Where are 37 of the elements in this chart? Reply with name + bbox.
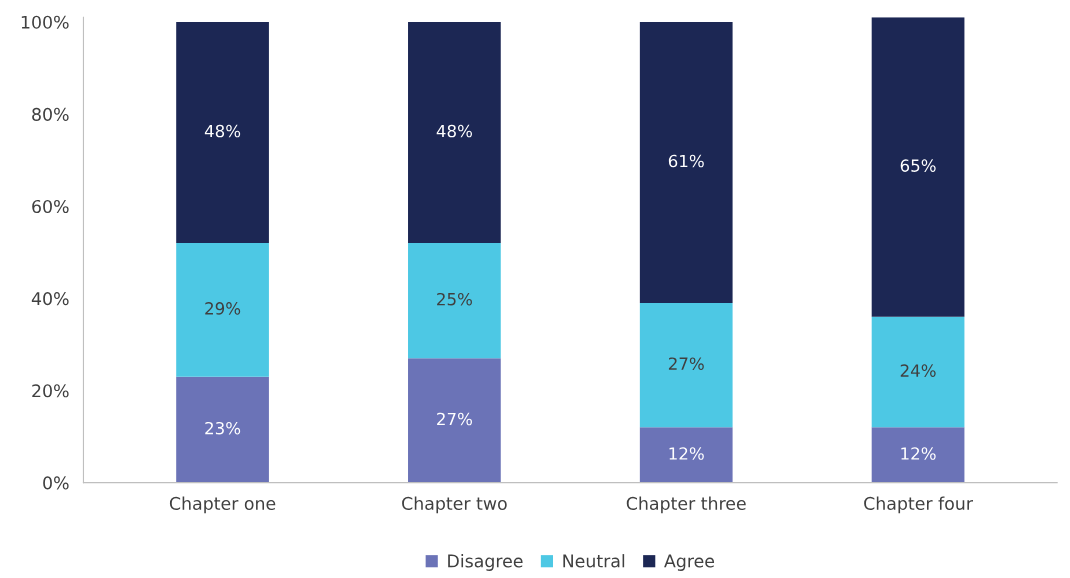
data-label: 29% (205, 302, 241, 315)
legend-label: Disagree (448, 554, 523, 571)
legend-label: Agree (664, 554, 715, 571)
y-tick-label: 80% (32, 107, 69, 121)
data-label: 24% (900, 364, 936, 377)
y-tick-label: 60% (32, 199, 69, 214)
bar (176, 376, 269, 483)
legend-label: Neutral (563, 554, 625, 568)
y-tick-label: 20% (32, 384, 69, 398)
x-tick-label: Chapter three (626, 496, 746, 514)
bar (639, 302, 733, 428)
data-label: 27% (668, 357, 704, 370)
data-label: 48% (436, 124, 472, 138)
bar (408, 358, 501, 483)
data-label: 12% (669, 447, 704, 460)
data-label: 25% (437, 292, 472, 306)
data-label: 65% (900, 159, 936, 172)
data-label: 12% (901, 447, 936, 460)
y-tick-label: 0% (43, 476, 69, 490)
bar (408, 21, 501, 244)
bar (639, 427, 733, 483)
bar (871, 316, 965, 428)
data-label: 61% (668, 154, 704, 168)
bar (639, 21, 733, 303)
data-label: 27% (437, 412, 472, 426)
x-tick-label: Chapter four (864, 496, 973, 514)
x-tick-label: Chapter two (402, 496, 507, 514)
bar (176, 243, 269, 377)
data-label: 48% (204, 124, 241, 138)
x-tick-label: Chapter one (169, 496, 276, 514)
bar (871, 427, 965, 483)
bar (176, 21, 269, 244)
bar (871, 17, 965, 317)
data-label: 23% (205, 421, 241, 435)
y-tick-label: 100% (21, 15, 69, 29)
y-tick-label: 40% (31, 292, 69, 306)
bar (408, 243, 501, 359)
